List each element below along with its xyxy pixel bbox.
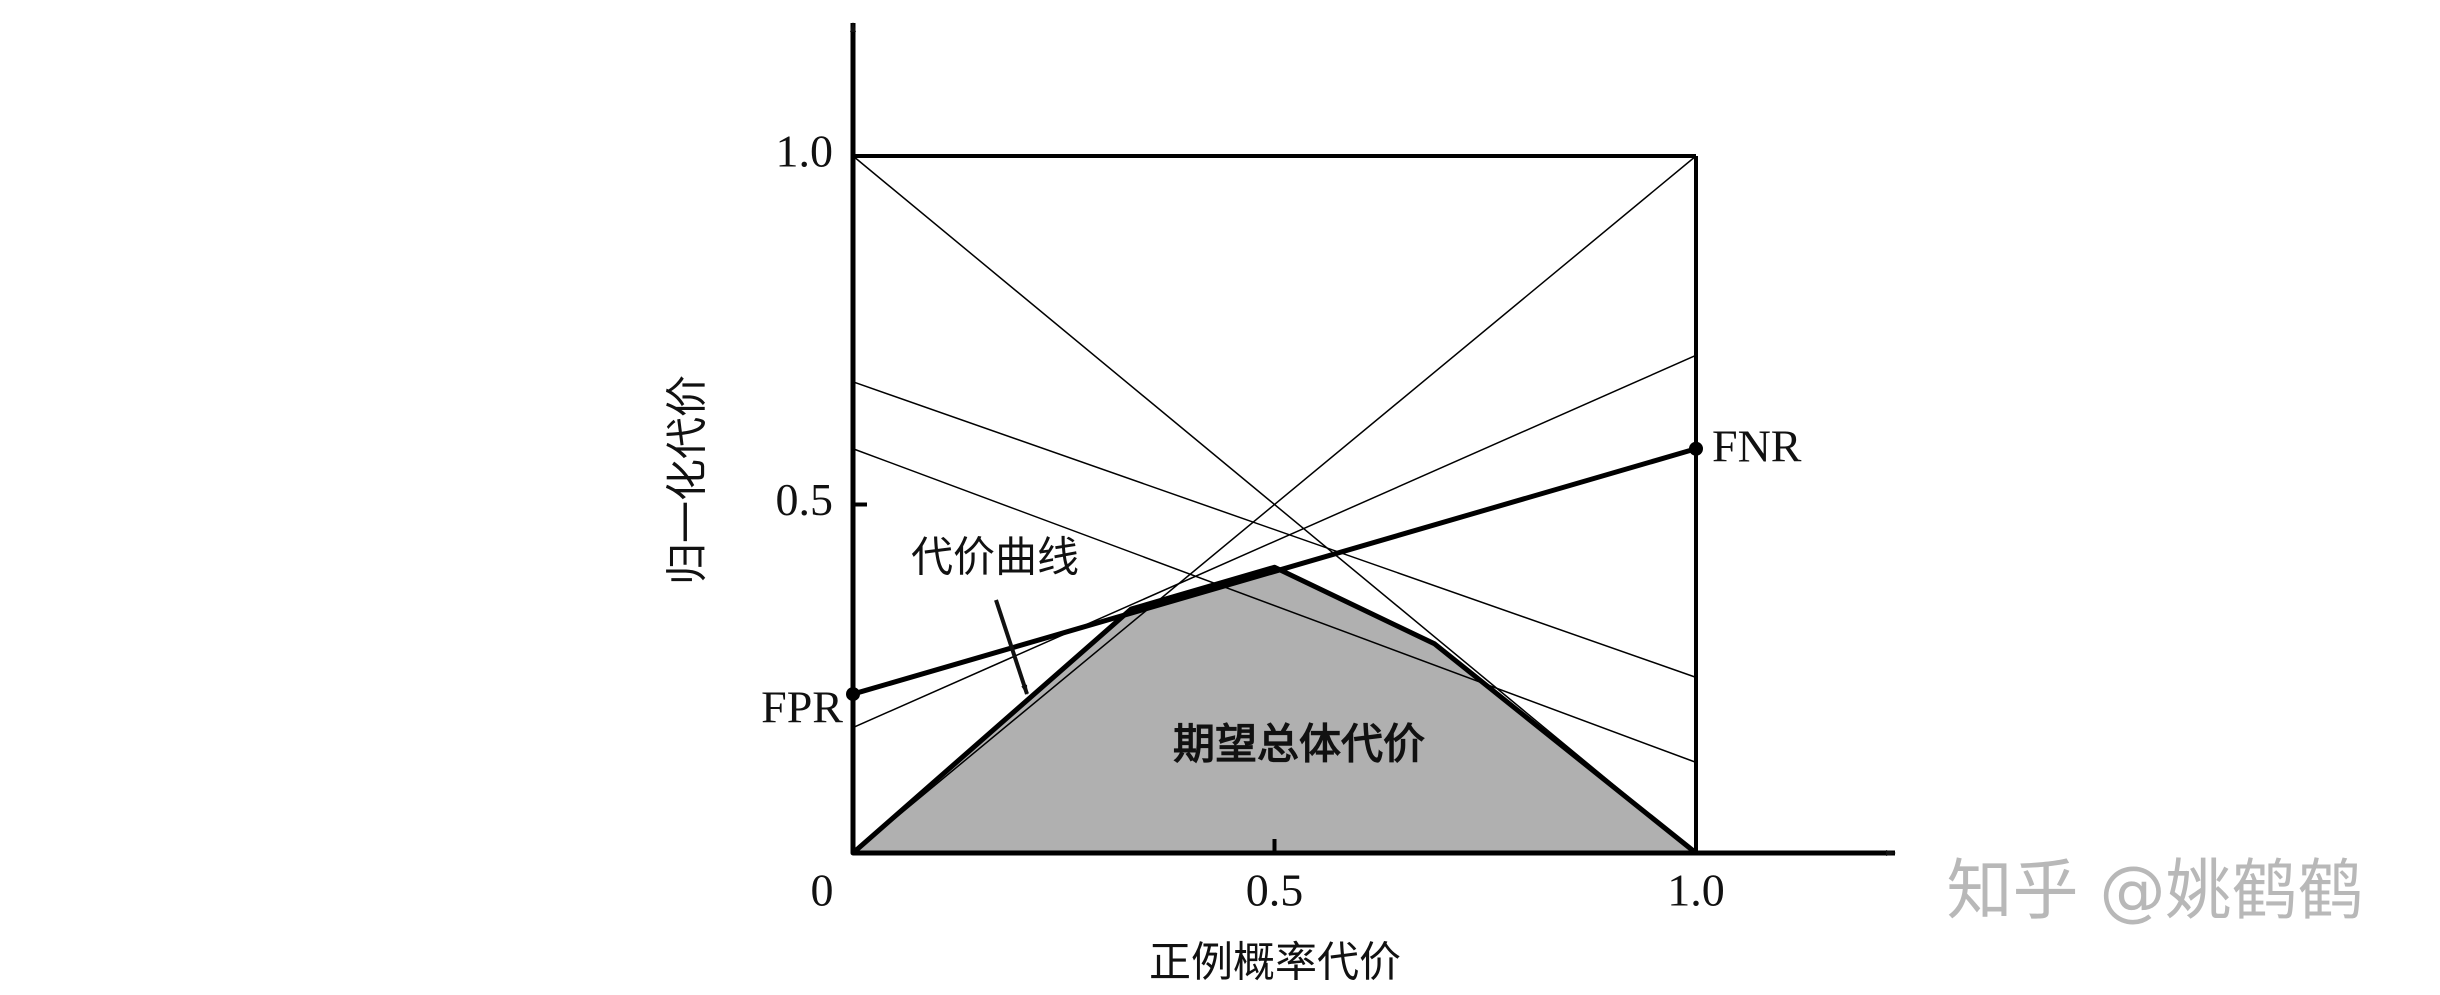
- cost-area: [850, 564, 1699, 856]
- cost-line: [852, 155, 1697, 854]
- curve-annotation: 代价曲线: [911, 533, 1079, 582]
- fpr-label: FPR: [761, 682, 843, 733]
- watermark: 知乎 @姚鹤鹤: [1947, 852, 2364, 929]
- cost-line: [852, 446, 1697, 697]
- fnr-label: FNR: [1712, 420, 1802, 471]
- x-tick-label: 0.5: [1246, 865, 1304, 916]
- endpoint-dot: [1689, 441, 1703, 456]
- endpoint-dot: [846, 687, 860, 702]
- x-tick-label: 1.0: [1667, 865, 1725, 916]
- annotation-arrow: [994, 599, 1029, 695]
- origin-label: 0: [811, 865, 834, 916]
- cost-line: [852, 354, 1697, 729]
- area-annotation: 期望总体代价: [1173, 720, 1425, 769]
- x-axis-label: 正例概率代价: [1149, 938, 1401, 987]
- y-tick-label: 1.0: [776, 126, 834, 177]
- cost-line: [852, 381, 1697, 679]
- y-tick-label: 0.5: [776, 474, 834, 525]
- y-axis-label: 归一化代价: [663, 375, 712, 585]
- cost-line: [852, 448, 1697, 764]
